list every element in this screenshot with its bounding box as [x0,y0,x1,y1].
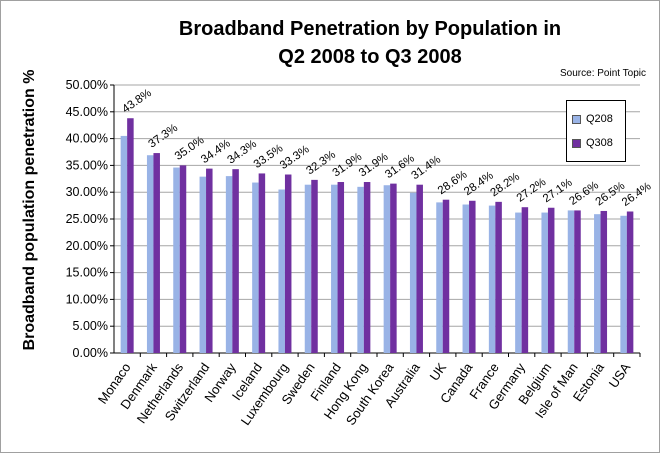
y-tick-label: 45.00% [66,105,108,119]
bar-q308-estonia [600,210,608,353]
bar-q208-iceland [252,182,259,353]
y-tick-label: 0.00% [73,346,108,360]
bar-q208-canada [462,204,470,353]
y-tick-label: 25.00% [66,212,108,226]
bar-q308-france [495,201,502,353]
bar-q208-luxembourg [278,189,285,353]
chart-title-line-1: Broadband Penetration by Population in [178,18,562,40]
legend-label-q308: Q308 [586,137,613,149]
bar-q308-iceland [258,173,266,353]
y-tick-label: 40.00% [66,132,108,146]
y-tick-label: 30.00% [66,185,108,199]
bar-q308-isle-of-man [574,210,581,353]
legend-item-q308: Q308 [572,137,613,149]
bar-q308-uk [442,199,450,353]
y-tick-label: 20.00% [66,239,108,253]
data-label-estonia: 26.5% [594,180,628,209]
bar-q308-australia [416,184,423,353]
legend-swatch-q308 [572,138,581,148]
bar-q308-germany [521,207,529,353]
data-label-denmark: 37.3% [147,122,181,151]
bar-q208-finland [331,184,338,353]
source-note: Source: Point Topic [560,68,646,79]
chart-title-line-2: Q2 2008 to Q3 2008 [278,46,462,68]
bar-q308-usa [626,211,634,353]
bar-q208-denmark [146,155,154,353]
bar-q208-norway [225,176,233,353]
y-tick-label: 35.00% [66,158,108,172]
legend-swatch-q208 [572,114,581,124]
x-tick-label-usa: USA [606,360,634,391]
y-tick-label: 50.00% [66,78,108,92]
legend-label-q208: Q208 [586,113,613,125]
bar-q308-luxembourg [284,174,292,353]
bar-q208-isle-of-man [567,210,575,353]
bar-q208-estonia [594,214,601,353]
bar-q208-belgium [541,212,548,353]
bar-q308-denmark [153,153,160,353]
bar-q208-netherlands [173,167,180,353]
bar-q208-france [488,205,496,353]
bar-q308-sweden [311,179,318,353]
bar-q208-usa [620,215,627,353]
bar-q308-south-korea [390,183,397,353]
data-label-usa: 26.4% [620,180,654,209]
legend: Q208 Q308 [566,100,626,162]
bar-q308-netherlands [179,165,187,353]
bar-q308-switzerland [206,168,213,353]
bar-q208-switzerland [199,176,207,353]
bar-q208-south-korea [383,185,391,353]
bar-q308-monaco [127,118,134,354]
bar-q308-canada [469,200,476,353]
x-tick-label-uk: UK [427,360,450,384]
legend-item-q208: Q208 [572,113,613,125]
bar-q208-australia [409,192,417,353]
bar-q208-monaco [120,135,128,353]
bar-q308-hong-kong [363,182,371,353]
chart-title: Broadband Penetration by Population in Q… [120,15,620,71]
y-tick-label: 10.00% [66,292,108,306]
bar-q208-uk [436,202,443,353]
bar-q208-hong-kong [357,186,364,353]
bar-q308-norway [232,169,239,353]
bar-q208-germany [515,212,522,353]
y-tick-label: 5.00% [73,319,108,333]
bar-q308-finland [337,182,345,353]
bar-q308-belgium [547,207,555,353]
data-label-australia: 31.4% [410,154,444,183]
y-tick-label: 15.00% [66,266,108,280]
bar-q208-sweden [304,184,312,353]
